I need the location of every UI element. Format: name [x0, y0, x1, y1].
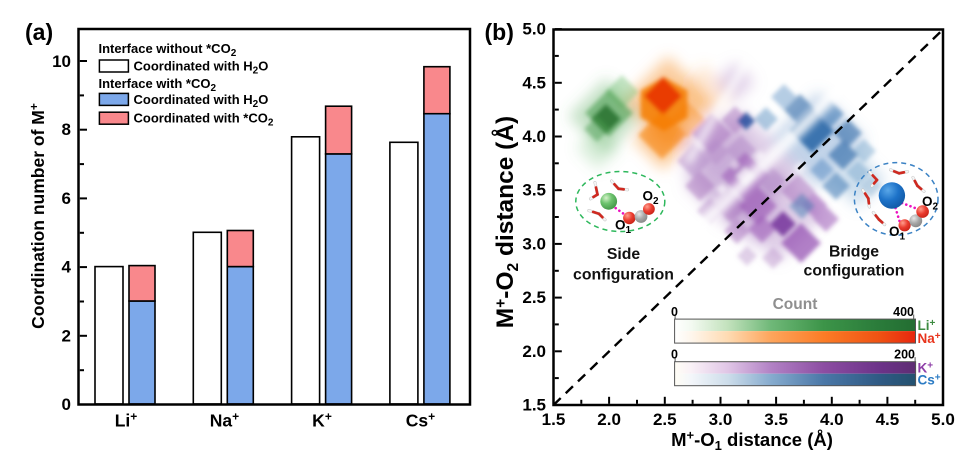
- svg-text:M+-O1 distance (Å): M+-O1 distance (Å): [671, 428, 833, 454]
- svg-text:0: 0: [671, 348, 678, 362]
- svg-text:0: 0: [62, 395, 71, 414]
- svg-text:Count: Count: [773, 296, 818, 313]
- svg-text:Interface with *CO2: Interface with *CO2: [99, 76, 217, 94]
- svg-text:2.0: 2.0: [597, 410, 621, 429]
- svg-text:M+-O2 distance (Å): M+-O2 distance (Å): [491, 116, 522, 328]
- svg-text:Bridge: Bridge: [829, 244, 879, 261]
- svg-text:200: 200: [894, 348, 915, 362]
- svg-text:5.0: 5.0: [522, 20, 546, 39]
- svg-text:4.0: 4.0: [820, 410, 844, 429]
- svg-text:4.0: 4.0: [522, 127, 546, 146]
- svg-text:1.5: 1.5: [522, 396, 546, 415]
- svg-text:Coordination number of M+: Coordination number of M+: [27, 103, 48, 329]
- svg-text:8: 8: [62, 120, 71, 139]
- svg-text:4: 4: [62, 258, 72, 277]
- svg-text:configuration: configuration: [573, 266, 674, 283]
- svg-text:3.0: 3.0: [522, 234, 546, 253]
- svg-text:Coordinated with H2O: Coordinated with H2O: [134, 59, 269, 77]
- svg-text:2.0: 2.0: [522, 342, 546, 361]
- svg-text:3.5: 3.5: [522, 181, 546, 200]
- svg-text:6: 6: [62, 189, 71, 208]
- svg-text:4.5: 4.5: [876, 410, 900, 429]
- svg-text:5.0: 5.0: [931, 410, 955, 429]
- svg-text:Interface without *CO2: Interface without *CO2: [99, 41, 237, 59]
- svg-text:10: 10: [52, 52, 71, 71]
- svg-text:(b): (b): [485, 19, 514, 45]
- svg-text:2.5: 2.5: [653, 410, 677, 429]
- svg-text:3.5: 3.5: [764, 410, 788, 429]
- svg-text:configuration: configuration: [804, 263, 905, 280]
- svg-text:4.5: 4.5: [522, 73, 546, 92]
- svg-text:1.5: 1.5: [542, 410, 566, 429]
- svg-text:0: 0: [671, 305, 678, 319]
- svg-text:Cs+: Cs+: [406, 410, 435, 431]
- svg-text:Na+: Na+: [210, 410, 239, 431]
- svg-text:(a): (a): [25, 19, 53, 45]
- svg-text:Coordinated with H2O: Coordinated with H2O: [134, 92, 269, 110]
- svg-text:400: 400: [893, 305, 914, 319]
- svg-text:2: 2: [62, 326, 71, 345]
- svg-text:Side: Side: [607, 246, 641, 263]
- svg-text:3.0: 3.0: [709, 410, 733, 429]
- svg-text:2.5: 2.5: [522, 288, 546, 307]
- svg-text:Coordinated with *CO2: Coordinated with *CO2: [134, 111, 274, 129]
